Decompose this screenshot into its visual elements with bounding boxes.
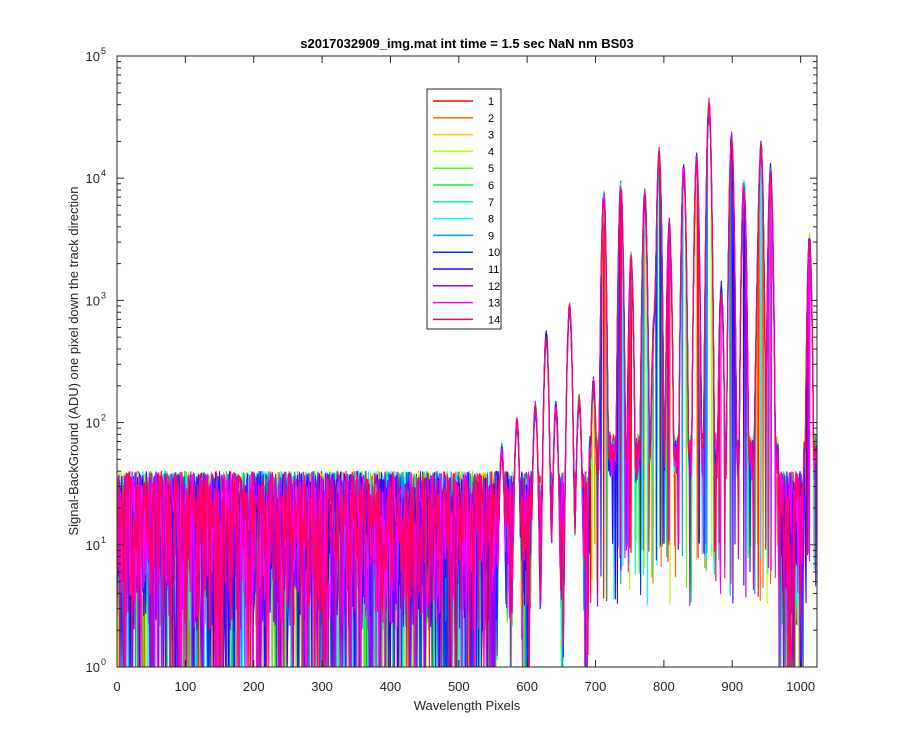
axes-box xyxy=(116,55,818,668)
legend-label-2: 2 xyxy=(488,113,494,125)
y-tick-label: 10 xyxy=(86,49,100,64)
x-tick-label: 600 xyxy=(516,679,538,694)
x-tick-label: 500 xyxy=(448,679,470,694)
legend-label-10: 10 xyxy=(488,247,500,259)
y-axis-label: Signal-BackGround (ADU) one pixel down t… xyxy=(66,186,81,535)
legend-label-9: 9 xyxy=(488,230,494,242)
x-tick-label: 1000 xyxy=(786,679,815,694)
y-tick-label: 10 xyxy=(86,538,100,553)
axis-ticks xyxy=(116,55,817,668)
y-tick-exponent: 5 xyxy=(101,46,106,56)
legend-label-8: 8 xyxy=(488,214,494,226)
y-tick-exponent: 3 xyxy=(101,290,106,300)
legend-label-13: 13 xyxy=(488,298,500,310)
x-tick-label: 800 xyxy=(653,679,675,694)
legend-label-5: 5 xyxy=(488,163,494,175)
x-tick-label: 100 xyxy=(175,679,197,694)
y-tick-label: 10 xyxy=(86,293,100,308)
x-tick-labels: 0 100 200 300 400 500 600 700 800 900 1000 xyxy=(113,679,815,694)
y-tick-exponent: 4 xyxy=(101,168,106,178)
legend-label-11: 11 xyxy=(488,264,499,276)
x-tick-label: 400 xyxy=(380,679,402,694)
y-tick-label: 10 xyxy=(86,660,100,675)
x-tick-label: 700 xyxy=(585,679,607,694)
legend-label-1: 1 xyxy=(488,96,494,108)
y-tick-label: 10 xyxy=(86,416,100,431)
y-tick-exponent: 1 xyxy=(101,535,106,545)
legend-label-6: 6 xyxy=(488,180,494,192)
x-tick-label: 0 xyxy=(113,679,120,694)
legend-label-14: 14 xyxy=(488,314,500,326)
x-tick-label: 200 xyxy=(243,679,265,694)
y-tick-exponent: 2 xyxy=(101,413,106,423)
legend-label-4: 4 xyxy=(488,146,494,158)
legend-box xyxy=(426,88,502,330)
chart-title: s2017032909_img.mat int time = 1.5 sec N… xyxy=(300,36,634,51)
legend-label-7: 7 xyxy=(488,197,494,209)
x-axis-label: Wavelength Pixels xyxy=(414,698,521,713)
legend-label-12: 12 xyxy=(488,281,500,293)
y-tick-exponent: 0 xyxy=(101,657,106,667)
x-tick-label: 900 xyxy=(721,679,743,694)
series-line-14 xyxy=(116,97,818,668)
legend-label-3: 3 xyxy=(488,130,494,142)
x-tick-label: 300 xyxy=(311,679,333,694)
y-tick-label: 10 xyxy=(86,171,100,186)
